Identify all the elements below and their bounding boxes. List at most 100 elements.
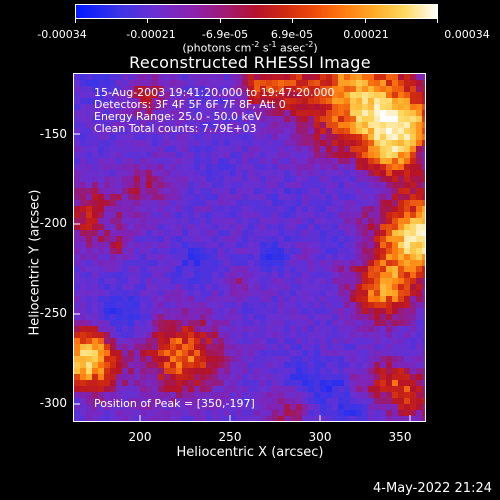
heatmap-pixel — [386, 146, 392, 152]
heatmap-pixel — [128, 260, 134, 266]
heatmap-pixel — [332, 410, 338, 416]
heatmap-pixel — [410, 272, 416, 278]
heatmap-pixel — [98, 398, 104, 404]
heatmap-pixel — [164, 74, 170, 80]
heatmap-pixel — [74, 122, 80, 128]
heatmap-pixel — [146, 356, 152, 362]
heatmap-pixel — [410, 134, 416, 140]
heatmap-pixel — [80, 368, 86, 374]
heatmap-pixel — [284, 92, 290, 98]
heatmap-pixel — [176, 260, 182, 266]
heatmap-pixel — [80, 302, 86, 308]
heatmap-pixel — [146, 158, 152, 164]
heatmap-pixel — [356, 164, 362, 170]
heatmap-pixel — [146, 380, 152, 386]
heatmap-pixel — [422, 272, 425, 278]
heatmap-pixel — [140, 362, 146, 368]
heatmap-pixel — [134, 398, 140, 404]
heatmap-pixel — [320, 194, 326, 200]
heatmap-pixel — [278, 356, 284, 362]
heatmap-pixel — [200, 266, 206, 272]
heatmap-pixel — [212, 224, 218, 230]
heatmap-pixel — [164, 296, 170, 302]
heatmap-pixel — [386, 140, 392, 146]
heatmap-pixel — [320, 278, 326, 284]
heatmap-pixel — [296, 272, 302, 278]
heatmap-pixel — [230, 224, 236, 230]
heatmap-pixel — [416, 344, 422, 350]
heatmap-pixel — [128, 344, 134, 350]
heatmap-pixel — [386, 410, 392, 416]
heatmap-pixel — [218, 392, 224, 398]
heatmap-pixel — [344, 302, 350, 308]
heatmap-pixel — [332, 212, 338, 218]
heatmap-pixel — [416, 368, 422, 374]
heatmap-pixel — [212, 284, 218, 290]
heatmap-pixel — [74, 164, 80, 170]
heatmap-pixel — [362, 110, 368, 116]
heatmap-pixel — [248, 194, 254, 200]
heatmap-pixel — [260, 158, 266, 164]
heatmap-pixel — [128, 332, 134, 338]
heatmap-pixel — [122, 254, 128, 260]
heatmap-pixel — [122, 368, 128, 374]
heatmap-pixel — [374, 380, 380, 386]
heatmap-pixel — [260, 146, 266, 152]
heatmap-pixel — [290, 404, 296, 410]
heatmap-pixel — [110, 296, 116, 302]
heatmap-pixel — [266, 212, 272, 218]
heatmap-pixel — [416, 314, 422, 320]
heatmap-pixel — [398, 326, 404, 332]
heatmap-pixel — [134, 272, 140, 278]
heatmap-pixel — [128, 236, 134, 242]
heatmap-pixel — [320, 248, 326, 254]
heatmap-pixel — [218, 368, 224, 374]
heatmap-pixel — [188, 176, 194, 182]
heatmap-pixel — [362, 86, 368, 92]
heatmap-pixel — [74, 188, 80, 194]
heatmap-pixel — [104, 302, 110, 308]
heatmap-pixel — [422, 392, 425, 398]
heatmap-pixel — [332, 338, 338, 344]
heatmap-pixel — [308, 134, 314, 140]
heatmap-pixel — [152, 104, 158, 110]
heatmap-pixel — [122, 404, 128, 410]
heatmap-pixel — [290, 278, 296, 284]
heatmap-pixel — [140, 290, 146, 296]
heatmap-pixel — [218, 176, 224, 182]
heatmap-pixel — [404, 74, 410, 80]
heatmap-pixel — [194, 338, 200, 344]
heatmap-pixel — [176, 80, 182, 86]
heatmap-pixel — [272, 404, 278, 410]
heatmap-pixel — [194, 194, 200, 200]
heatmap-pixel — [356, 140, 362, 146]
heatmap-pixel — [392, 224, 398, 230]
heatmap-pixel — [254, 194, 260, 200]
heatmap-pixel — [392, 182, 398, 188]
heatmap-pixel — [422, 188, 425, 194]
heatmap-pixel — [332, 242, 338, 248]
heatmap-pixel — [332, 116, 338, 122]
heatmap-pixel — [158, 278, 164, 284]
heatmap-pixel — [302, 416, 308, 421]
heatmap-pixel — [260, 392, 266, 398]
heatmap-pixel — [110, 416, 116, 421]
heatmap-pixel — [308, 404, 314, 410]
heatmap-pixel — [404, 374, 410, 380]
heatmap-pixel — [86, 80, 92, 86]
heatmap-pixel — [140, 140, 146, 146]
heatmap-pixel — [182, 332, 188, 338]
heatmap-pixel — [266, 398, 272, 404]
heatmap-pixel — [326, 416, 332, 421]
heatmap-pixel — [248, 362, 254, 368]
heatmap-pixel — [74, 254, 80, 260]
heatmap-pixel — [98, 380, 104, 386]
heatmap-pixel — [320, 134, 326, 140]
heatmap-pixel — [110, 380, 116, 386]
heatmap-pixel — [350, 296, 356, 302]
heatmap-pixel — [284, 152, 290, 158]
heatmap-pixel — [164, 344, 170, 350]
heatmap-pixel — [332, 290, 338, 296]
heatmap-pixel — [290, 98, 296, 104]
heatmap-pixel — [260, 170, 266, 176]
